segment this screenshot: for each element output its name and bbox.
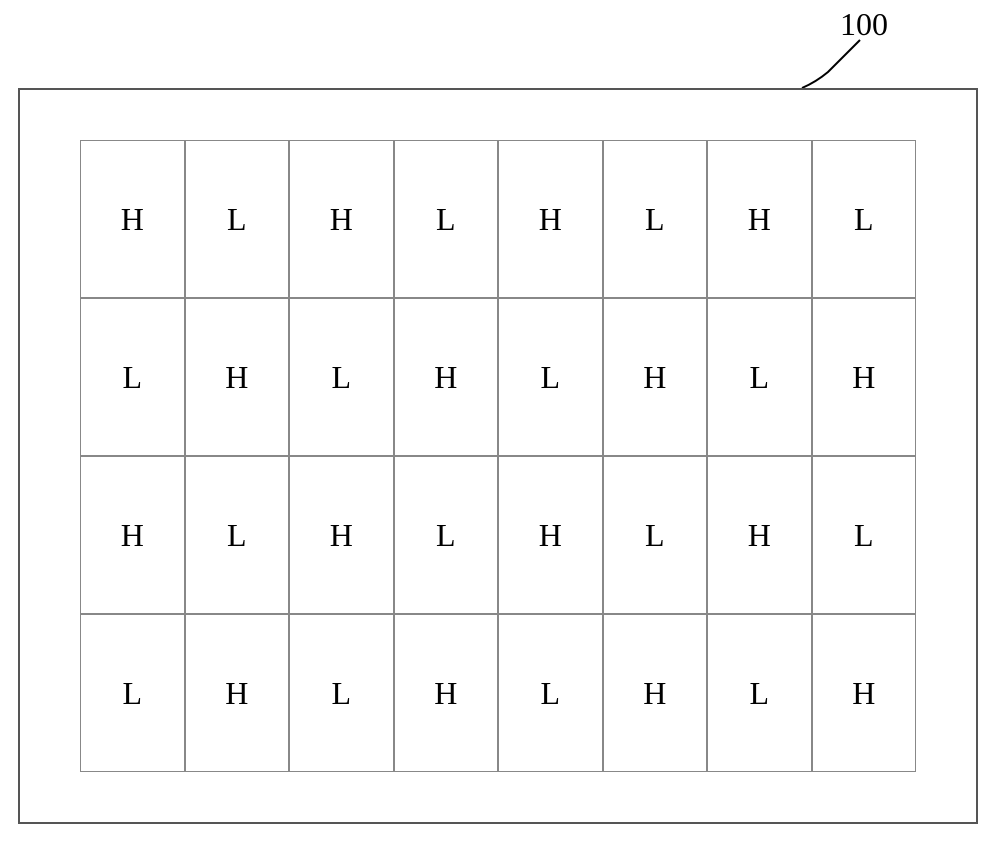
pixel-grid: HLHLHLHLLHLHLHLHHLHLHLHLLHLHLHLH bbox=[80, 140, 916, 772]
grid-cell: L bbox=[812, 140, 917, 298]
grid-cell: L bbox=[80, 614, 185, 772]
grid-cell: H bbox=[289, 456, 394, 614]
grid-cell: L bbox=[812, 456, 917, 614]
grid-cell: H bbox=[812, 298, 917, 456]
grid-cell: L bbox=[289, 298, 394, 456]
diagram-canvas: 100 HLHLHLHLLHLHLHLHHLHLHLHLLHLHLHLH bbox=[0, 0, 1000, 852]
grid-cell: L bbox=[707, 298, 812, 456]
grid-cell: H bbox=[394, 298, 499, 456]
grid-cell: H bbox=[812, 614, 917, 772]
grid-cell: H bbox=[394, 614, 499, 772]
grid-cell: L bbox=[498, 298, 603, 456]
grid-cell: H bbox=[289, 140, 394, 298]
grid-cell: H bbox=[707, 140, 812, 298]
grid-cell: H bbox=[185, 614, 290, 772]
callout-path bbox=[802, 40, 860, 88]
grid-cell: H bbox=[498, 140, 603, 298]
grid-cell: L bbox=[289, 614, 394, 772]
grid-cell: L bbox=[394, 140, 499, 298]
grid-cell: H bbox=[498, 456, 603, 614]
grid-cell: L bbox=[185, 140, 290, 298]
grid-cell: H bbox=[603, 298, 708, 456]
grid-cell: L bbox=[394, 456, 499, 614]
grid-cell: H bbox=[185, 298, 290, 456]
grid-cell: L bbox=[498, 614, 603, 772]
grid-cell: L bbox=[707, 614, 812, 772]
grid-cell: L bbox=[603, 456, 708, 614]
grid-cell: H bbox=[707, 456, 812, 614]
grid-cell: H bbox=[80, 140, 185, 298]
grid-cell: H bbox=[80, 456, 185, 614]
grid-cell: H bbox=[603, 614, 708, 772]
grid-cell: L bbox=[185, 456, 290, 614]
grid-cell: L bbox=[603, 140, 708, 298]
grid-cell: L bbox=[80, 298, 185, 456]
